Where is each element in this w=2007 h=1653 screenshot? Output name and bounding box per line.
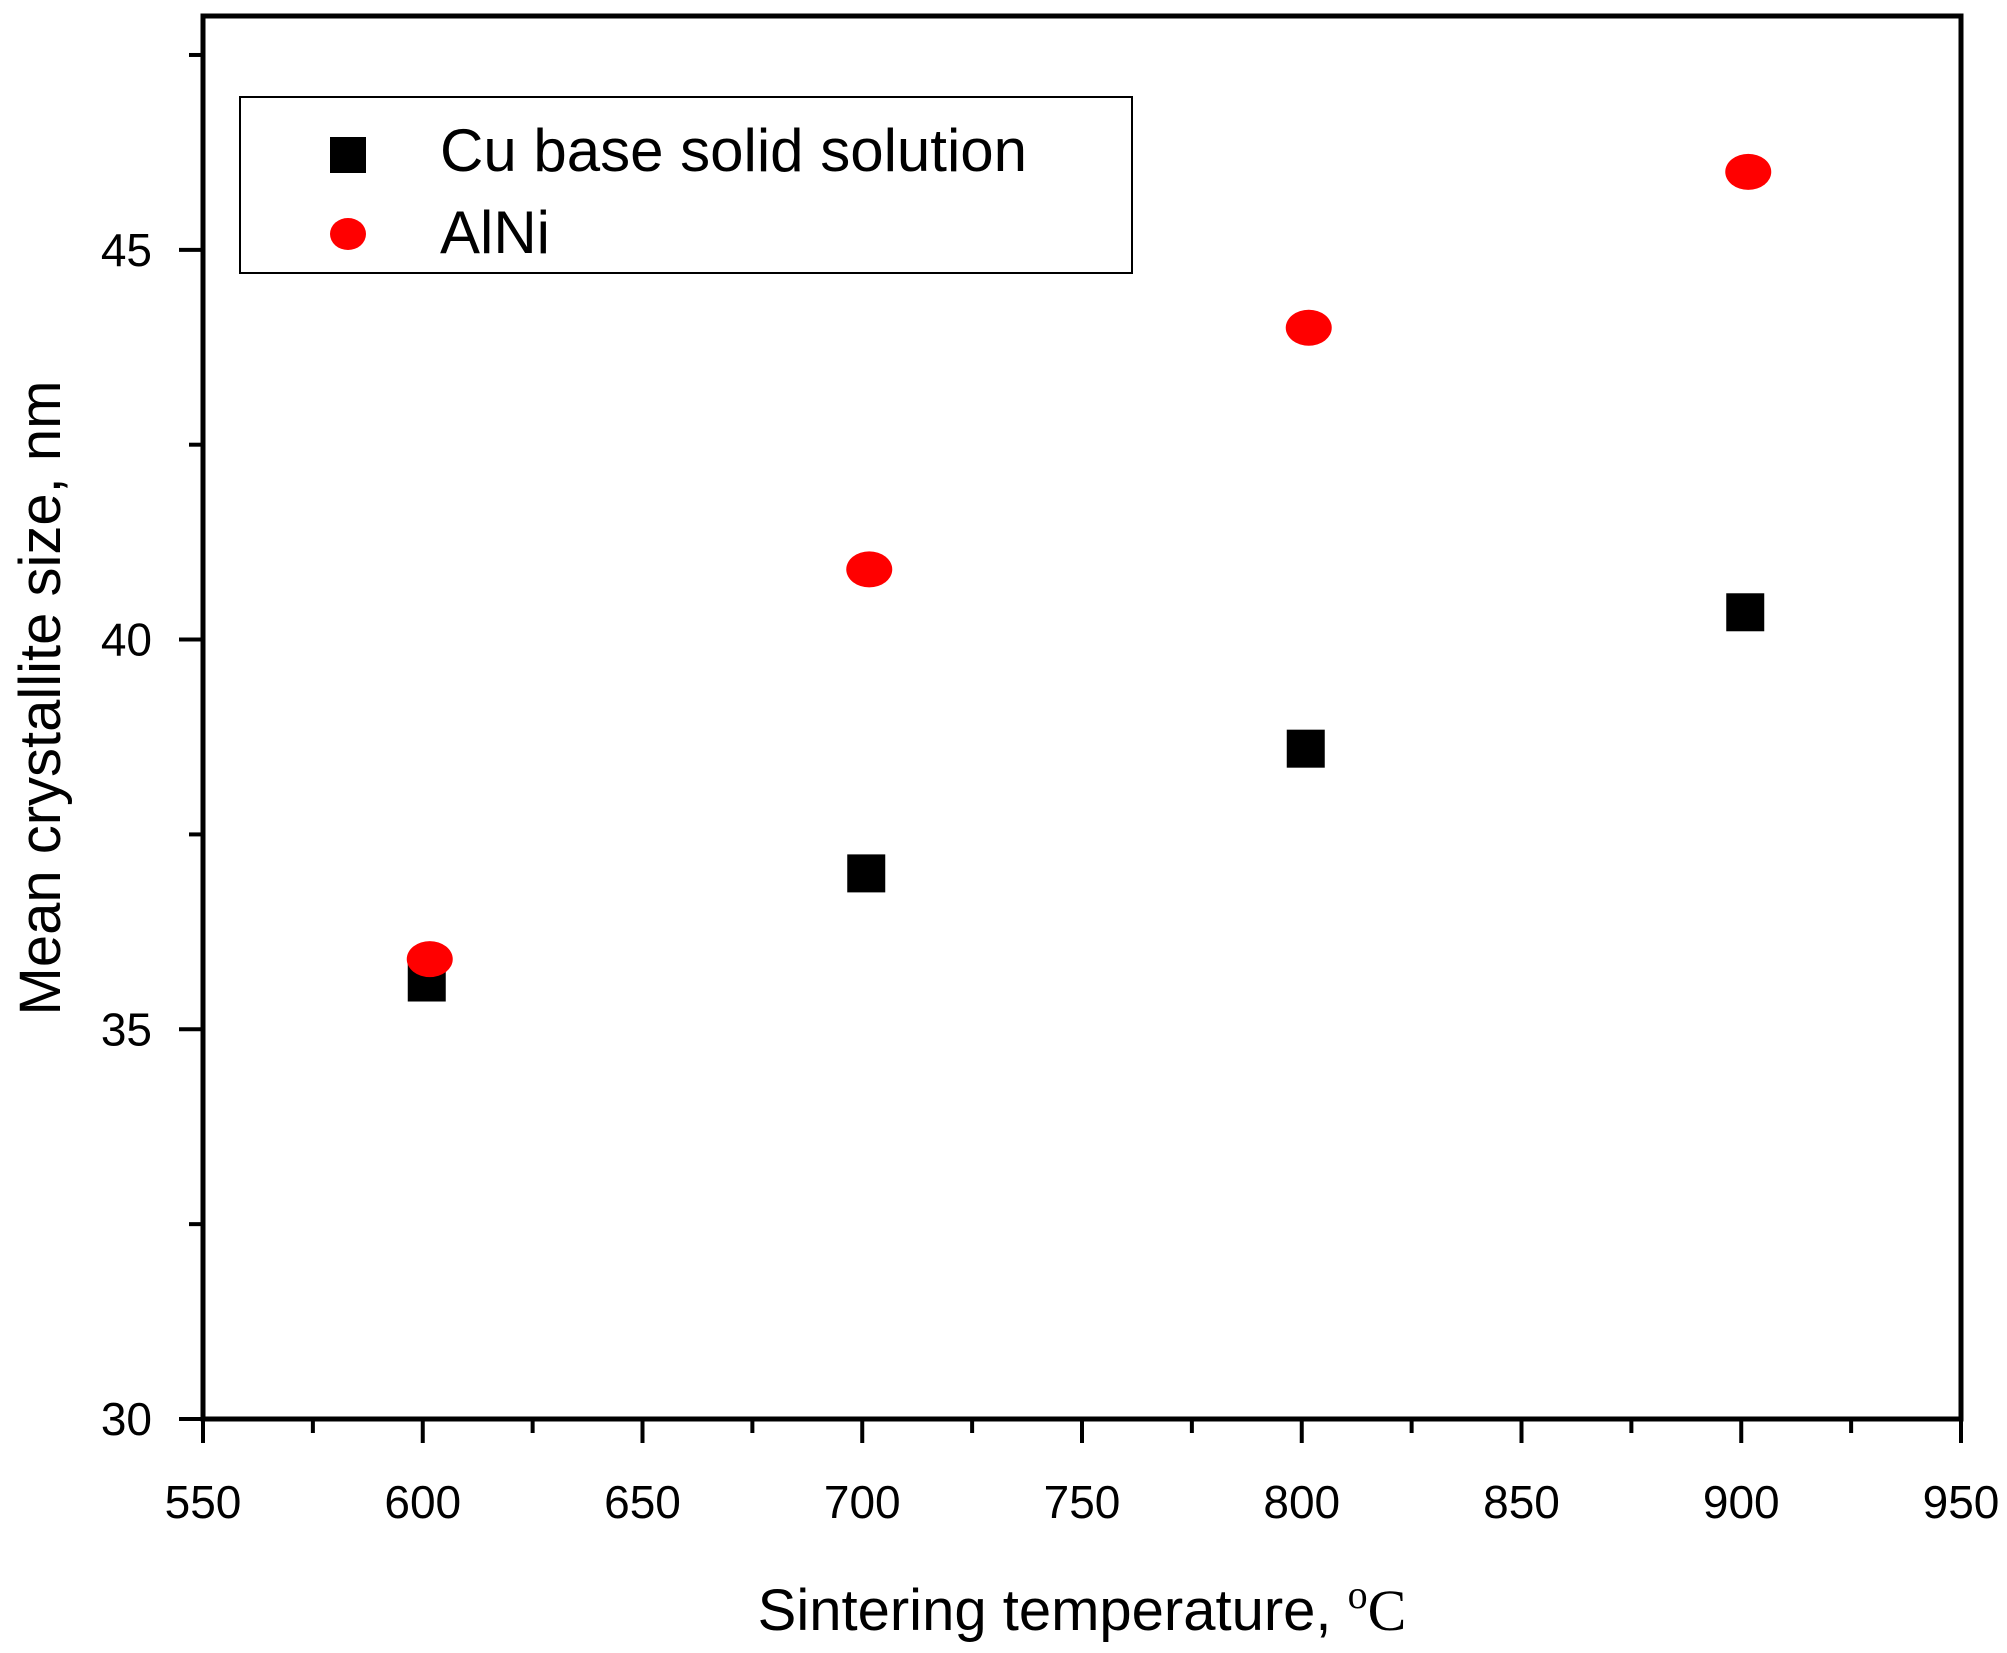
x-axis-title-text: Sintering temperature, [758, 1578, 1348, 1643]
point-alni [1725, 153, 1772, 190]
legend: Cu base solid solution AlNi [239, 96, 1133, 274]
x-axis-title: Sintering temperature, oC [758, 1572, 1407, 1643]
legend-label-cu-base-solid-solution: Cu base solid solution [440, 117, 1027, 184]
legend-label-alni: AlNi [440, 199, 550, 266]
x-axis: 550 600 650 700 750 800 850 900 950 [165, 1419, 2000, 1528]
y-tick-label: 45 [101, 224, 152, 276]
x-tick-label: 950 [1923, 1476, 2000, 1528]
point-cu-base-solid-solution [1726, 593, 1765, 632]
x-axis-title-unit: C [1368, 1578, 1407, 1643]
legend-marker-alni [330, 218, 366, 250]
y-axis-title: Mean crystallite size, nm [8, 381, 73, 1016]
y-tick-label: 40 [101, 614, 152, 666]
y-tick-label: 35 [101, 1003, 152, 1055]
x-tick-label: 700 [824, 1476, 901, 1528]
x-tick-label: 650 [604, 1476, 681, 1528]
y-axis: 30 35 40 45 [101, 52, 203, 1445]
legend-box [239, 96, 1133, 274]
y-tick-label: 30 [101, 1393, 152, 1445]
data-points [406, 153, 1772, 1002]
point-alni [406, 941, 453, 978]
x-tick-label: 600 [384, 1476, 461, 1528]
point-alni [1285, 309, 1332, 346]
point-cu-base-solid-solution [1286, 729, 1325, 768]
x-tick-label: 750 [1044, 1476, 1121, 1528]
x-tick-label: 900 [1703, 1476, 1780, 1528]
x-tick-label: 850 [1483, 1476, 1560, 1528]
x-tick-label: 550 [165, 1476, 242, 1528]
point-alni [846, 551, 893, 588]
point-cu-base-solid-solution [847, 854, 886, 893]
legend-marker-cu-base-solid-solution [330, 137, 366, 173]
x-tick-label: 800 [1263, 1476, 1340, 1528]
x-axis-title-degree: o [1348, 1572, 1368, 1617]
plot-frame [200, 13, 1964, 1422]
